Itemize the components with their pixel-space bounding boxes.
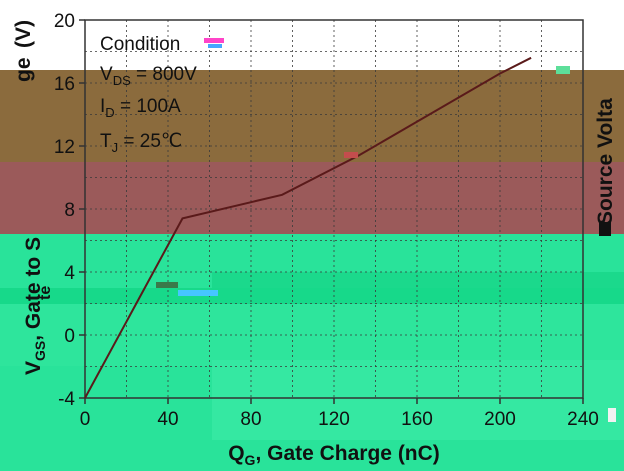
y-tick-label: 20 — [54, 11, 75, 32]
y-axis-label: VGS, Gate to S — [22, 237, 48, 375]
y-ticks: -4 0 4 8 12 16 20 — [54, 11, 85, 410]
glitch-block-8 — [608, 408, 616, 422]
glitch-block-2 — [204, 38, 224, 43]
y-axis-fragment-mid: te — [37, 286, 54, 300]
conditions-title: Condition — [100, 34, 181, 55]
y-axis-fragment-top: ge — [12, 57, 35, 82]
glitch-block-6 — [178, 290, 218, 296]
x-axis-label: QG, Gate Charge (nC) — [228, 442, 440, 468]
y-axis-unit: (V) — [12, 20, 35, 48]
glitch-block-5 — [156, 282, 178, 288]
glitch-block-3 — [208, 44, 222, 48]
band-white-top — [0, 0, 624, 70]
x-tick-label: 80 — [240, 409, 261, 430]
glitch-block-1 — [599, 222, 611, 236]
glitch-block-4 — [556, 66, 570, 74]
condition-tj: TJ = 25℃ — [100, 131, 183, 155]
y-tick-label: 12 — [54, 137, 75, 158]
glitch-block-7 — [344, 152, 358, 158]
x-tick-label: 40 — [157, 409, 178, 430]
band-green-right2 — [212, 360, 624, 440]
y-tick-label: 4 — [64, 263, 75, 284]
x-tick-label: 120 — [318, 409, 350, 430]
y-tick-label: 0 — [64, 326, 75, 347]
grid-lines — [85, 20, 583, 398]
band-green-right — [212, 272, 624, 288]
series-line — [84, 56, 532, 399]
band-green-mid — [0, 288, 624, 304]
conditions-legend: Condition VDS = 800V ID = 100A TJ = 25℃ — [96, 28, 246, 178]
x-tick-label: 200 — [484, 409, 516, 430]
band-brown — [0, 70, 624, 162]
band-rose — [0, 162, 624, 234]
y-tick-label: 16 — [54, 74, 75, 95]
x-tick-label: 240 — [567, 409, 599, 430]
condition-vds: VDS = 800V — [100, 64, 197, 88]
y-tick-label: -4 — [58, 389, 75, 410]
right-axis-label: Source Volta — [594, 98, 617, 225]
x-tick-label: 160 — [401, 409, 433, 430]
x-tick-label: 0 — [80, 409, 91, 430]
x-ticks: 0 40 80 120 160 200 240 — [80, 398, 599, 430]
y-tick-label: 8 — [64, 200, 75, 221]
condition-id: ID = 100A — [100, 96, 181, 120]
